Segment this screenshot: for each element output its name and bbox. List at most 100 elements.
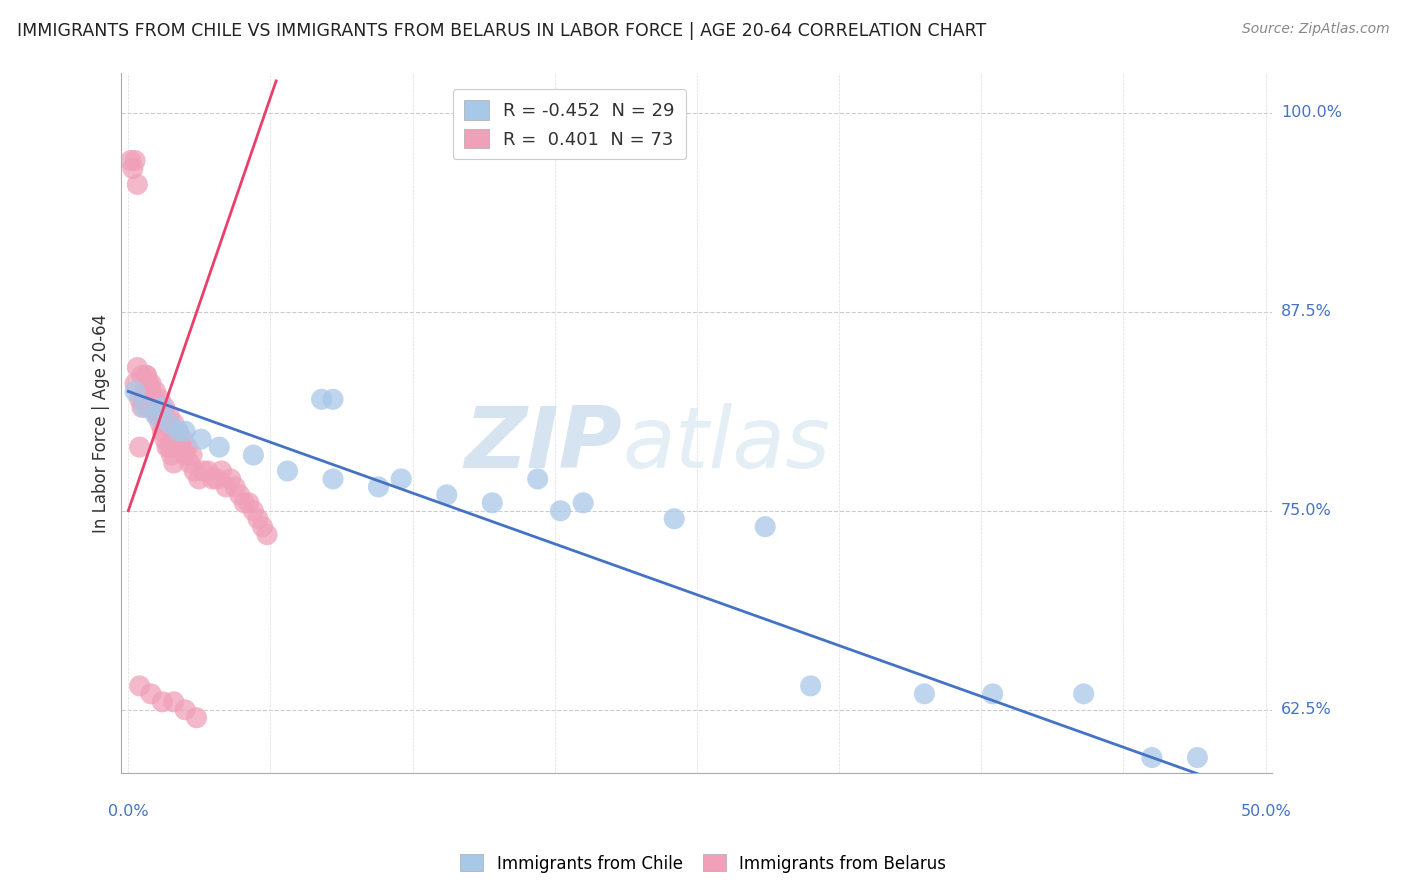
Point xyxy=(167,424,190,438)
Text: Source: ZipAtlas.com: Source: ZipAtlas.com xyxy=(1241,22,1389,37)
Text: 75.0%: 75.0% xyxy=(1281,503,1331,518)
Point xyxy=(233,496,256,510)
Point xyxy=(550,504,572,518)
Point xyxy=(311,392,333,407)
Point xyxy=(201,472,224,486)
Text: 0.0%: 0.0% xyxy=(108,804,149,819)
Point xyxy=(224,480,246,494)
Point xyxy=(174,448,197,462)
Point xyxy=(205,472,228,486)
Point xyxy=(572,496,595,510)
Point xyxy=(186,711,208,725)
Point xyxy=(157,440,180,454)
Point xyxy=(142,392,165,407)
Point xyxy=(183,464,205,478)
Point xyxy=(150,409,173,423)
Point xyxy=(256,527,278,541)
Point xyxy=(1073,687,1095,701)
Point xyxy=(134,392,156,407)
Point xyxy=(146,409,169,423)
Point xyxy=(172,432,194,446)
Point xyxy=(139,687,162,701)
Point xyxy=(193,464,215,478)
Point xyxy=(912,687,935,701)
Text: 100.0%: 100.0% xyxy=(1281,105,1341,120)
Y-axis label: In Labor Force | Age 20-64: In Labor Force | Age 20-64 xyxy=(93,314,110,533)
Point xyxy=(127,360,149,375)
Text: IMMIGRANTS FROM CHILE VS IMMIGRANTS FROM BELARUS IN LABOR FORCE | AGE 20-64 CORR: IMMIGRANTS FROM CHILE VS IMMIGRANTS FROM… xyxy=(17,22,986,40)
Point xyxy=(367,480,389,494)
Point xyxy=(124,376,146,391)
Point xyxy=(276,464,298,478)
Point xyxy=(1140,750,1163,764)
Point xyxy=(131,368,153,383)
Text: 87.5%: 87.5% xyxy=(1281,304,1331,319)
Point xyxy=(124,384,146,399)
Point xyxy=(156,440,179,454)
Point xyxy=(208,440,231,454)
Point xyxy=(142,401,165,415)
Point xyxy=(322,392,344,407)
Point xyxy=(800,679,823,693)
Point xyxy=(163,695,186,709)
Point xyxy=(664,512,686,526)
Point xyxy=(138,376,160,391)
Point xyxy=(174,703,197,717)
Point xyxy=(219,472,242,486)
Legend: R = -0.452  N = 29, R =  0.401  N = 73: R = -0.452 N = 29, R = 0.401 N = 73 xyxy=(453,89,686,160)
Point xyxy=(145,384,167,399)
Point xyxy=(167,424,190,438)
Point xyxy=(174,424,197,438)
Text: 62.5%: 62.5% xyxy=(1281,702,1331,717)
Point xyxy=(138,401,160,415)
Point xyxy=(229,488,252,502)
Point xyxy=(146,409,169,423)
Point xyxy=(187,472,209,486)
Point xyxy=(215,480,238,494)
Point xyxy=(238,496,260,510)
Point xyxy=(139,376,162,391)
Point xyxy=(127,178,149,192)
Point xyxy=(139,384,162,399)
Point xyxy=(176,440,198,454)
Legend: Immigrants from Chile, Immigrants from Belarus: Immigrants from Chile, Immigrants from B… xyxy=(453,847,953,880)
Point xyxy=(181,448,204,462)
Point xyxy=(150,695,173,709)
Point xyxy=(322,472,344,486)
Point xyxy=(145,401,167,415)
Point xyxy=(134,401,156,415)
Point xyxy=(145,409,167,423)
Point xyxy=(436,488,458,502)
Point xyxy=(128,392,150,407)
Point xyxy=(242,448,264,462)
Point xyxy=(197,464,219,478)
Point xyxy=(153,401,176,415)
Point xyxy=(389,472,412,486)
Point xyxy=(1187,750,1209,764)
Point xyxy=(160,424,183,438)
Point xyxy=(754,519,776,533)
Point xyxy=(252,519,274,533)
Text: atlas: atlas xyxy=(621,402,830,486)
Point xyxy=(128,440,150,454)
Point xyxy=(190,432,212,446)
Point xyxy=(146,401,169,415)
Point xyxy=(135,368,157,383)
Point xyxy=(153,432,176,446)
Point xyxy=(169,440,191,454)
Point xyxy=(150,401,173,415)
Point xyxy=(242,504,264,518)
Point xyxy=(150,424,173,438)
Point xyxy=(142,392,165,407)
Point xyxy=(149,392,172,407)
Point xyxy=(246,512,269,526)
Point xyxy=(135,368,157,383)
Point xyxy=(121,161,143,176)
Point xyxy=(165,432,187,446)
Point xyxy=(160,448,183,462)
Point xyxy=(131,401,153,415)
Point xyxy=(149,416,172,430)
Point xyxy=(138,376,160,391)
Point xyxy=(179,456,201,470)
Point xyxy=(134,392,156,407)
